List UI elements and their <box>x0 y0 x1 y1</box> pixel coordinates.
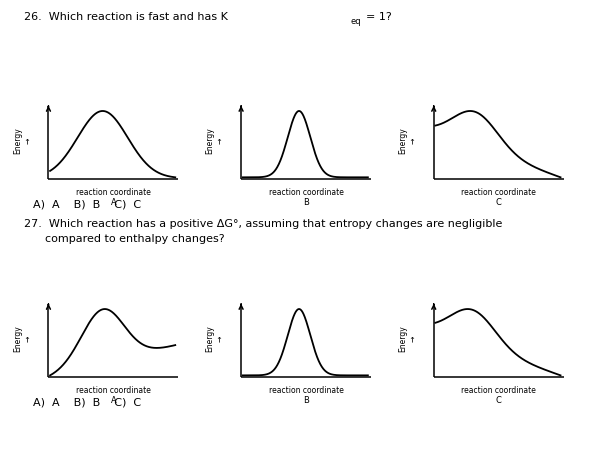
Text: Energy: Energy <box>13 326 22 352</box>
Text: →: → <box>216 336 225 342</box>
Text: →: → <box>23 138 32 144</box>
Text: B: B <box>303 396 309 405</box>
Text: Energy: Energy <box>399 326 408 352</box>
Text: A)  A    B)  B    C)  C: A) A B) B C) C <box>33 397 141 407</box>
Text: A: A <box>111 198 116 207</box>
Text: Energy: Energy <box>206 326 215 352</box>
Text: Energy: Energy <box>13 128 22 154</box>
Text: reaction coordinate: reaction coordinate <box>268 188 344 197</box>
Text: Energy: Energy <box>399 128 408 154</box>
Text: →: → <box>408 336 417 342</box>
Text: compared to enthalpy changes?: compared to enthalpy changes? <box>24 234 225 244</box>
Text: reaction coordinate: reaction coordinate <box>461 188 536 197</box>
Text: B: B <box>303 198 309 207</box>
Text: A: A <box>111 396 116 405</box>
Text: reaction coordinate: reaction coordinate <box>461 386 536 395</box>
Text: reaction coordinate: reaction coordinate <box>76 188 151 197</box>
Text: A)  A    B)  B    C)  C: A) A B) B C) C <box>33 199 141 209</box>
Text: = 1?: = 1? <box>366 12 392 21</box>
Text: 27.  Which reaction has a positive ΔG°, assuming that entropy changes are neglig: 27. Which reaction has a positive ΔG°, a… <box>24 219 503 229</box>
Text: →: → <box>408 138 417 144</box>
Text: reaction coordinate: reaction coordinate <box>76 386 151 395</box>
Text: reaction coordinate: reaction coordinate <box>268 386 344 395</box>
Text: →: → <box>216 138 225 144</box>
Text: C: C <box>496 198 501 207</box>
Text: Energy: Energy <box>206 128 215 154</box>
Text: 26.  Which reaction is fast and has K: 26. Which reaction is fast and has K <box>24 12 228 21</box>
Text: C: C <box>496 396 501 405</box>
Text: →: → <box>23 336 32 342</box>
Text: eq: eq <box>350 17 361 26</box>
